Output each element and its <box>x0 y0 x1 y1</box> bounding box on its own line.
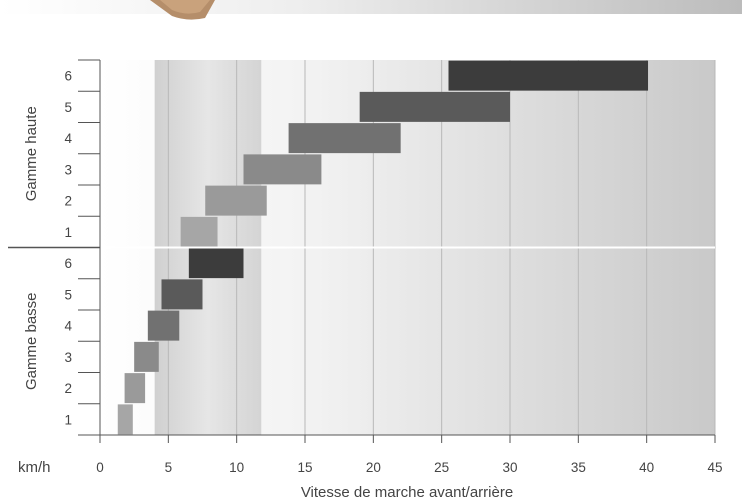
bar-low-gear-6 <box>188 248 244 279</box>
gear-label-high-1: 1 <box>64 225 72 240</box>
gear-label-high-5: 5 <box>64 100 72 115</box>
gear-label-low-4: 4 <box>64 319 72 334</box>
gear-label-high-2: 2 <box>64 194 72 209</box>
gear-label-low-5: 5 <box>64 287 72 302</box>
x-unit-label: km/h <box>18 459 51 476</box>
gear-axis: 1 2 3 4 5 6 1 2 3 4 5 6 <box>64 59 101 436</box>
bar-low-gear-2 <box>124 373 146 404</box>
x-tick-label-4: 20 <box>366 460 381 475</box>
x-tick-label-2: 10 <box>229 460 244 475</box>
x-tick-label-9: 45 <box>707 460 722 475</box>
x-tick-label-5: 25 <box>434 460 449 475</box>
x-tick-label-0: 0 <box>96 460 104 475</box>
gear-label-high-6: 6 <box>64 69 72 84</box>
group-label-high: Gamme haute <box>23 106 40 201</box>
bar-high-gear-1 <box>180 216 218 247</box>
x-tick-label-6: 30 <box>502 460 517 475</box>
x-tick-label-3: 15 <box>297 460 312 475</box>
group-labels: Gamme haute Gamme basse <box>23 106 40 390</box>
header-decoration <box>0 0 742 20</box>
bar-high-gear-6 <box>448 60 649 91</box>
bars <box>117 60 649 435</box>
bar-high-gear-3 <box>243 154 322 185</box>
bar-low-gear-4 <box>147 310 180 341</box>
x-tick-label-1: 5 <box>165 460 173 475</box>
bar-high-gear-5 <box>359 91 510 122</box>
x-tick-label-8: 40 <box>639 460 654 475</box>
bar-low-gear-1 <box>117 404 133 435</box>
x-axis-title: Vitesse de marche avant/arrière <box>301 484 513 501</box>
x-axis: 0 5 10 15 20 25 30 35 40 45 <box>96 434 723 475</box>
bar-low-gear-5 <box>161 279 203 310</box>
gear-label-low-3: 3 <box>64 350 72 365</box>
bar-low-gear-3 <box>134 341 159 372</box>
gear-label-high-3: 3 <box>64 162 72 177</box>
x-tick-label-7: 35 <box>571 460 586 475</box>
gear-label-high-4: 4 <box>64 131 72 146</box>
gear-label-low-2: 2 <box>64 381 72 396</box>
group-label-low: Gamme basse <box>23 292 40 390</box>
gear-label-low-6: 6 <box>64 256 72 271</box>
bar-high-gear-2 <box>205 185 267 216</box>
gear-label-low-1: 1 <box>64 412 72 427</box>
bar-high-gear-4 <box>288 123 401 154</box>
